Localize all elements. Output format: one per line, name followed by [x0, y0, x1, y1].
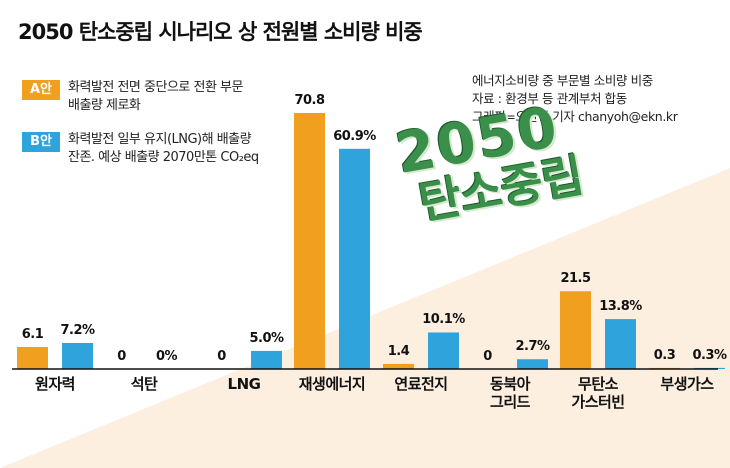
bar-b-2: [251, 350, 282, 369]
value-label-a-6: 21.5: [560, 271, 591, 287]
category-label-0: 원자력: [35, 375, 75, 393]
value-label-a-7: 0.3: [653, 347, 676, 363]
source-line-3: 그래픽=오찬영 기자 chanyoh@ekn.kr: [472, 109, 678, 124]
value-label-a-4: 1.4: [387, 343, 410, 359]
bar-a-0: [17, 346, 48, 369]
value-label-a-5: 0: [483, 349, 492, 364]
legend-text-a-content: 화력발전 전면 중단으로 전환 부문 배출량 제로화: [68, 80, 243, 113]
legend-badge-b: B안: [22, 132, 60, 152]
value-label-a-0: 6.1: [21, 326, 44, 342]
category-label-2: LNG: [227, 375, 261, 393]
legend-text-b-content: 화력발전 일부 유지(LNG)해 배출량 잔존. 예상 배출량 2070만톤 C…: [68, 132, 259, 165]
bar-b-3: [339, 148, 370, 369]
legend-badge-a: A안: [22, 80, 60, 100]
value-label-a-3: 70.8: [294, 93, 325, 108]
value-label-a-2: 0: [217, 349, 226, 364]
category-label-3: 재생에너지: [298, 375, 366, 393]
bar-b-6: [605, 319, 636, 369]
legend-text-a: 화력발전 전면 중단으로 전환 부문 배출량 제로화: [68, 79, 243, 115]
category-label-6: 무탄소 가스터빈: [571, 375, 625, 411]
value-label-b-2: 5.0%: [249, 330, 284, 346]
value-label-b-1: 0%: [155, 349, 178, 364]
category-label-4: 연료전지: [394, 375, 448, 393]
bar-b-4: [428, 332, 459, 369]
bars-group: [17, 113, 725, 369]
bar-a-6: [560, 291, 591, 369]
category-label-1: 석탄: [130, 375, 158, 393]
source-line-1: 에너지소비량 중 부문별 소비량 비중: [472, 73, 653, 88]
source-line-2: 자료 : 환경부 등 관계부처 합동: [472, 91, 627, 106]
bar-b-5: [517, 359, 548, 369]
bar-a-4: [383, 363, 414, 369]
legend-text-b: 화력발전 일부 유지(LNG)해 배출량 잔존. 예상 배출량 2070만톤 C…: [68, 131, 259, 167]
value-label-a-1: 0: [117, 349, 126, 364]
value-label-b-0: 7.2%: [60, 322, 95, 338]
value-label-b-6: 13.8%: [599, 299, 642, 315]
value-label-b-4: 10.1%: [422, 312, 465, 328]
value-label-b-3: 60.9%: [333, 128, 376, 144]
bar-a-3: [294, 113, 325, 369]
source-note: 에너지소비량 중 부문별 소비량 비중 자료 : 환경부 등 관계부처 합동 그…: [472, 72, 678, 126]
category-label-7: 부생가스: [660, 375, 714, 393]
bar-b-0: [62, 342, 93, 369]
value-label-b-7: 0.3%: [692, 347, 727, 363]
category-label-5: 동북아 그리드: [490, 375, 530, 411]
chart-title: 2050 탄소중립 시나리오 상 전원별 소비량 비중: [18, 20, 423, 44]
value-label-b-5: 2.7%: [515, 339, 550, 355]
